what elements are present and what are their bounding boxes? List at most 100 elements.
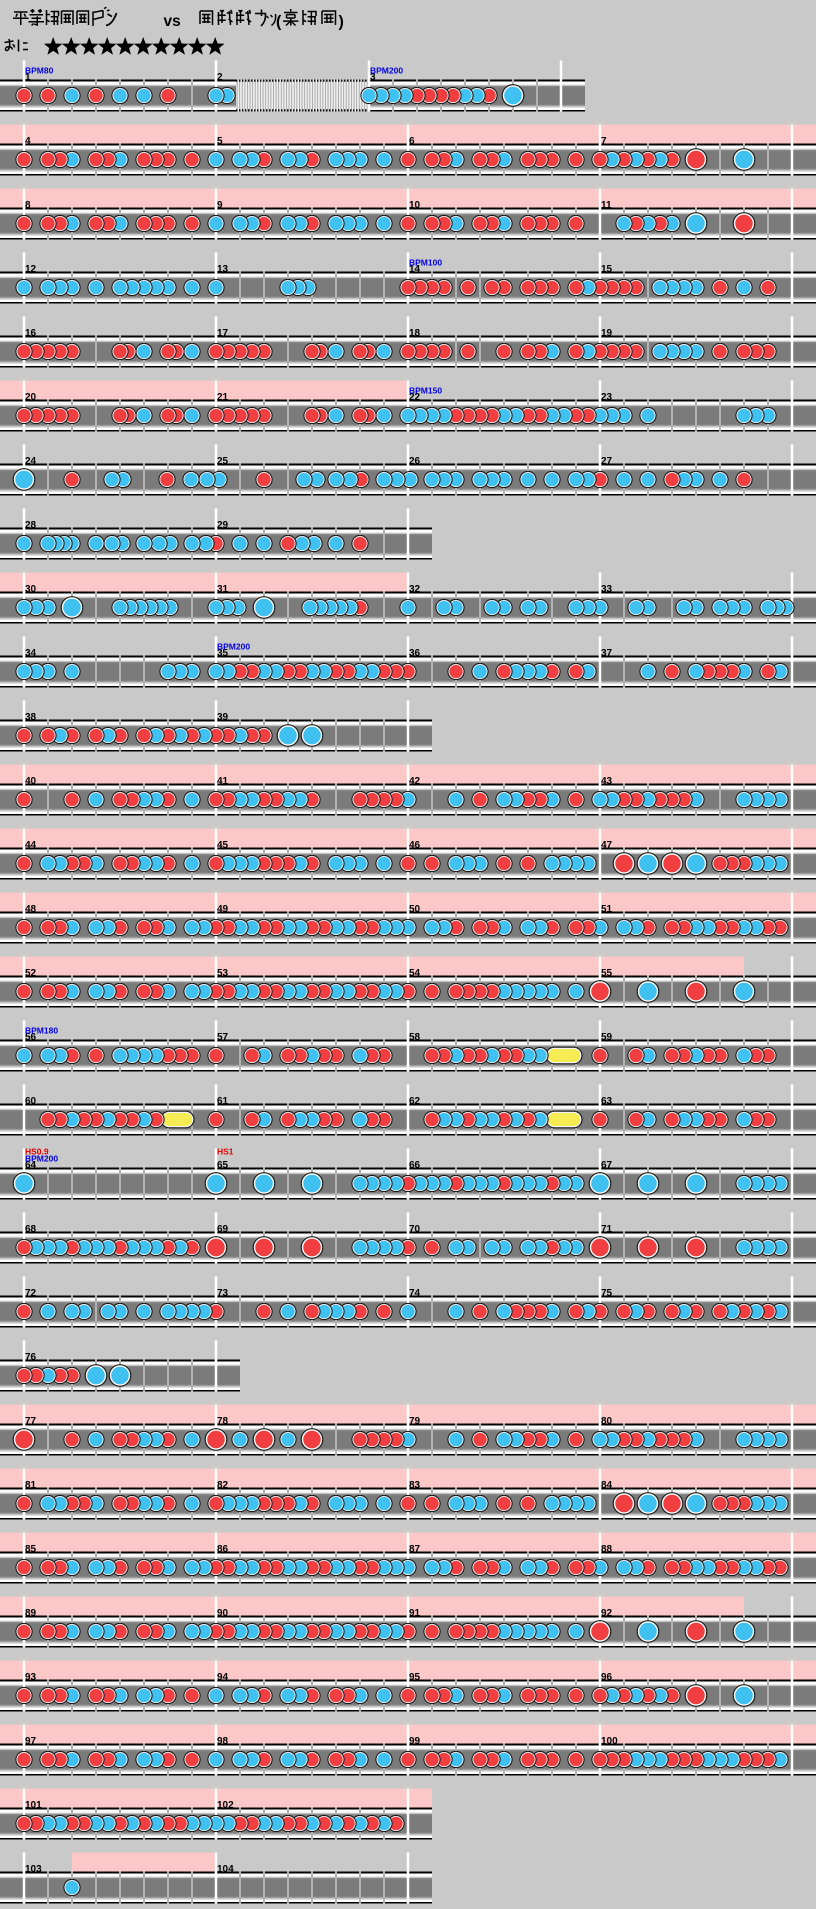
- svg-text:86: 86: [217, 1544, 229, 1555]
- svg-text:65: 65: [217, 1160, 229, 1171]
- svg-text:BPM80: BPM80: [25, 66, 54, 76]
- svg-text:12: 12: [25, 264, 37, 275]
- svg-text:61: 61: [217, 1096, 229, 1107]
- svg-text:5: 5: [217, 136, 223, 147]
- svg-text:72: 72: [25, 1288, 37, 1299]
- svg-text:HS0.9: HS0.9: [25, 1147, 49, 1157]
- svg-text:BPM100: BPM100: [409, 258, 442, 268]
- svg-text:vs: vs: [164, 13, 181, 30]
- svg-text:13: 13: [217, 264, 229, 275]
- svg-text:16: 16: [25, 328, 37, 339]
- svg-text:102: 102: [217, 1800, 234, 1811]
- svg-text:9: 9: [217, 200, 223, 211]
- svg-text:21: 21: [217, 392, 229, 403]
- svg-text:73: 73: [217, 1288, 229, 1299]
- svg-text:38: 38: [25, 712, 37, 723]
- svg-text:78: 78: [217, 1416, 229, 1427]
- svg-text:27: 27: [601, 456, 613, 467]
- svg-text:100: 100: [601, 1736, 618, 1747]
- svg-text:34: 34: [25, 648, 37, 659]
- svg-text:6: 6: [409, 136, 415, 147]
- svg-text:71: 71: [601, 1224, 613, 1235]
- svg-text:BPM180: BPM180: [25, 1026, 58, 1036]
- svg-text:74: 74: [409, 1288, 421, 1299]
- svg-text:23: 23: [601, 392, 613, 403]
- svg-text:101: 101: [25, 1800, 42, 1811]
- svg-text:64: 64: [25, 1160, 37, 1171]
- svg-text:15: 15: [601, 264, 613, 275]
- svg-text:95: 95: [409, 1672, 421, 1683]
- svg-text:63: 63: [601, 1096, 613, 1107]
- svg-text:49: 49: [217, 904, 229, 915]
- svg-text:53: 53: [217, 968, 229, 979]
- svg-text:HS1: HS1: [217, 1147, 234, 1157]
- svg-text:32: 32: [409, 584, 421, 595]
- svg-text:44: 44: [25, 840, 37, 851]
- svg-text:92: 92: [601, 1608, 613, 1619]
- svg-text:26: 26: [409, 456, 421, 467]
- svg-text:62: 62: [409, 1096, 421, 1107]
- svg-text:89: 89: [25, 1608, 37, 1619]
- svg-text:BPM200: BPM200: [217, 642, 250, 652]
- svg-text:60: 60: [25, 1096, 37, 1107]
- svg-text:4: 4: [25, 136, 31, 147]
- svg-text:68: 68: [25, 1224, 37, 1235]
- svg-text:22: 22: [409, 392, 421, 403]
- svg-text:51: 51: [601, 904, 613, 915]
- svg-text:67: 67: [601, 1160, 613, 1171]
- svg-text:39: 39: [217, 712, 229, 723]
- svg-text:31: 31: [217, 584, 229, 595]
- svg-text:36: 36: [409, 648, 421, 659]
- svg-text:33: 33: [601, 584, 613, 595]
- svg-text:87: 87: [409, 1544, 421, 1555]
- svg-text:59: 59: [601, 1032, 613, 1043]
- svg-text:7: 7: [601, 136, 607, 147]
- svg-text:91: 91: [409, 1608, 421, 1619]
- svg-text:56: 56: [25, 1032, 37, 1043]
- svg-text:52: 52: [25, 968, 37, 979]
- svg-text:40: 40: [25, 776, 37, 787]
- svg-text:98: 98: [217, 1736, 229, 1747]
- svg-text:80: 80: [601, 1416, 613, 1427]
- svg-text:41: 41: [217, 776, 229, 787]
- svg-text:46: 46: [409, 840, 421, 851]
- svg-text:50: 50: [409, 904, 421, 915]
- svg-text:81: 81: [25, 1480, 37, 1491]
- svg-text:93: 93: [25, 1672, 37, 1683]
- svg-text:47: 47: [601, 840, 613, 851]
- svg-text:10: 10: [409, 200, 421, 211]
- svg-text:69: 69: [217, 1224, 229, 1235]
- svg-text:57: 57: [217, 1032, 229, 1043]
- svg-text:75: 75: [601, 1288, 613, 1299]
- svg-text:20: 20: [25, 392, 37, 403]
- svg-text:3: 3: [370, 72, 376, 83]
- svg-text:94: 94: [217, 1672, 229, 1683]
- svg-text:58: 58: [409, 1032, 421, 1043]
- svg-text:76: 76: [25, 1352, 37, 1363]
- svg-text:99: 99: [409, 1736, 421, 1747]
- svg-text:85: 85: [25, 1544, 37, 1555]
- svg-text:103: 103: [25, 1864, 42, 1875]
- svg-text:88: 88: [601, 1544, 613, 1555]
- svg-text:2: 2: [217, 72, 223, 83]
- svg-text:66: 66: [409, 1160, 421, 1171]
- svg-text:43: 43: [601, 776, 613, 787]
- svg-text:24: 24: [25, 456, 37, 467]
- svg-text:35: 35: [217, 648, 229, 659]
- svg-text:48: 48: [25, 904, 37, 915]
- svg-text:): ): [339, 14, 344, 31]
- svg-text:54: 54: [409, 968, 421, 979]
- svg-text:BPM150: BPM150: [409, 386, 442, 396]
- svg-text:104: 104: [217, 1864, 234, 1875]
- svg-text:14: 14: [409, 264, 421, 275]
- svg-text:45: 45: [217, 840, 229, 851]
- svg-text:42: 42: [409, 776, 421, 787]
- svg-text:28: 28: [25, 520, 37, 531]
- svg-text:77: 77: [25, 1416, 37, 1427]
- svg-text:84: 84: [601, 1480, 613, 1491]
- svg-text:19: 19: [601, 328, 613, 339]
- svg-text:90: 90: [217, 1608, 229, 1619]
- svg-text:11: 11: [601, 200, 612, 211]
- svg-text:30: 30: [25, 584, 37, 595]
- svg-text:70: 70: [409, 1224, 421, 1235]
